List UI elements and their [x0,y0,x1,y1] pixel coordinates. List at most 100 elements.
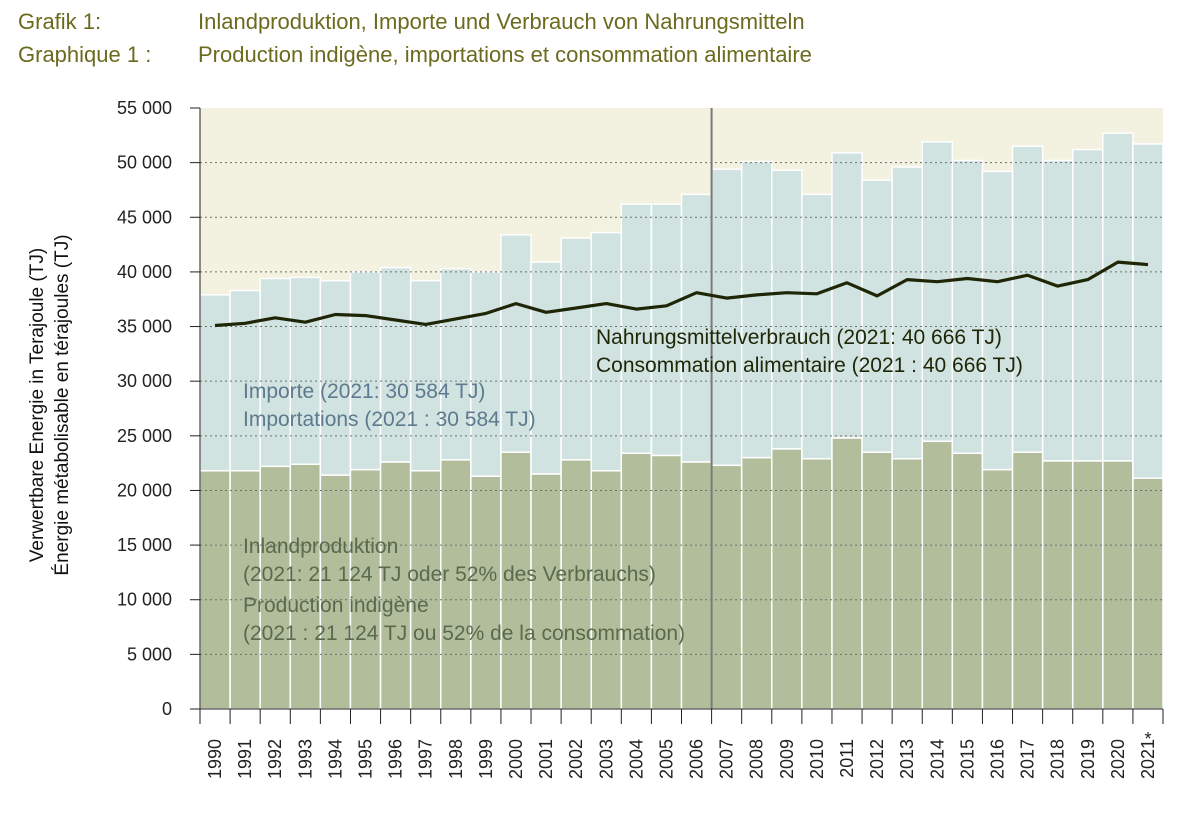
bar-imports [560,237,592,461]
bar-imports [861,179,893,453]
bar-production [199,470,231,710]
annotation-production-fr: Production indigène [243,594,429,617]
bar-production [831,437,863,710]
annotation-imports: Importations (2021 : 30 584 TJ) [243,408,536,431]
bar-imports [229,289,261,472]
bar-production [1102,460,1134,710]
chart-title-de-label: Grafik 1: [18,9,102,34]
bar-production [771,448,803,710]
bar-production [981,468,1014,710]
bar-imports [771,169,803,450]
bar-imports [981,170,1014,471]
y-tick-label: 25 000 [117,426,172,446]
bar-imports [921,141,954,443]
x-tick-label: 2001 [536,739,556,779]
x-tick-label: 1992 [265,739,285,779]
x-tick-label: 2012 [867,739,887,779]
bar-production [379,461,412,710]
annotation-consumption: Consommation alimentaire (2021 : 40 666 … [596,354,1023,377]
bar-imports [530,261,562,475]
bar-imports [470,271,502,477]
bar-production [710,464,743,710]
bar-production [1071,460,1104,710]
chart-title-de: Grafik 1: Inlandproduktion, Importe und V… [18,9,805,35]
x-tick-label: 2017 [1018,739,1038,779]
bar-production [409,470,442,710]
x-tick-label: 2021 [1138,739,1158,779]
y-tick-label: 15 000 [117,535,172,555]
bar-production [1041,460,1074,710]
annotation-imports: Importe (2021: 30 584 TJ) [243,380,485,403]
bar-imports [440,267,472,461]
y-tick-label: 5 000 [127,644,172,664]
bar-imports [590,231,623,472]
bar-production [470,475,502,710]
bar-imports [1041,159,1074,462]
bar-production [680,461,713,710]
x-tick-label: 1993 [295,739,315,779]
y-tick-label: 20 000 [117,480,172,500]
bar-production [1132,477,1164,710]
x-tick-label: 2008 [747,739,767,779]
bar-production [590,470,623,710]
chart-title-de-text: Inlandproduktion, Importe und Verbrauch … [198,9,805,34]
bar-imports [409,279,442,472]
x-tick-label: 2003 [596,739,616,779]
bar-production [620,452,653,710]
x-tick-label: 2013 [897,739,917,779]
bar-production [921,440,954,710]
bar-imports [740,160,773,459]
chart-title-fr-text: Production indigène, importations et con… [198,42,812,67]
x-tick-label: 2010 [807,739,827,779]
x-tick-label: 2014 [927,739,947,779]
y-tick-label: 50 000 [117,153,172,173]
x-tick-label: 2000 [506,739,526,779]
bar-imports [349,271,382,471]
x-tick-label: 2020 [1108,739,1128,779]
bar-production [530,473,562,710]
x-marker-asterisk: * [1144,729,1151,749]
annotation-production-fr: (2021 : 21 124 TJ ou 52% de la consommat… [243,622,685,645]
x-tick-label: 1994 [325,739,345,779]
y-tick-label: 40 000 [117,262,172,282]
bar-imports [680,193,713,463]
bar-imports [1011,145,1044,453]
y-tick-label: 30 000 [117,371,172,391]
bar-production [440,459,472,710]
bar-production [1011,451,1044,710]
x-tick-label: 1999 [476,739,496,779]
bar-production [259,465,292,710]
bar-imports [891,166,923,460]
y-tick-label: 55 000 [117,98,172,118]
bar-imports [1102,132,1134,462]
x-tick-label: 2018 [1048,739,1068,779]
bar-production [319,474,352,710]
y-tick-label: 35 000 [117,317,172,337]
x-tick-label: 1991 [235,739,255,779]
chart-title-fr: Graphique 1 : Production indigène, import… [18,42,812,68]
bar-production [229,470,261,710]
annotation-consumption: Nahrungsmittelverbrauch (2021: 40 666 TJ… [596,326,1002,349]
x-tick-label: 2019 [1078,739,1098,779]
bar-production [289,463,322,710]
chart-title-fr-label: Graphique 1 : [18,42,152,67]
bar-imports [710,168,743,467]
bar-imports [199,294,231,472]
x-tick-label: 1996 [386,739,406,779]
bar-production [740,456,773,710]
bar-production [951,452,984,710]
bar-production [801,458,833,710]
bar-production [349,468,382,710]
x-tick-label: 2004 [626,739,646,779]
x-tick-label: 2015 [957,739,977,779]
line-consumption [214,260,1149,328]
x-tick-label: 2007 [717,739,737,779]
bar-production [891,458,923,710]
annotation-production-de: (2021: 21 124 TJ oder 52% des Verbrauchs… [243,563,656,586]
x-tick-label: 2016 [988,739,1008,779]
x-tick-label: 2011 [837,739,857,778]
y-tick-label: 10 000 [117,590,172,610]
x-tick-label: 1998 [446,739,466,779]
bar-imports [831,152,863,439]
